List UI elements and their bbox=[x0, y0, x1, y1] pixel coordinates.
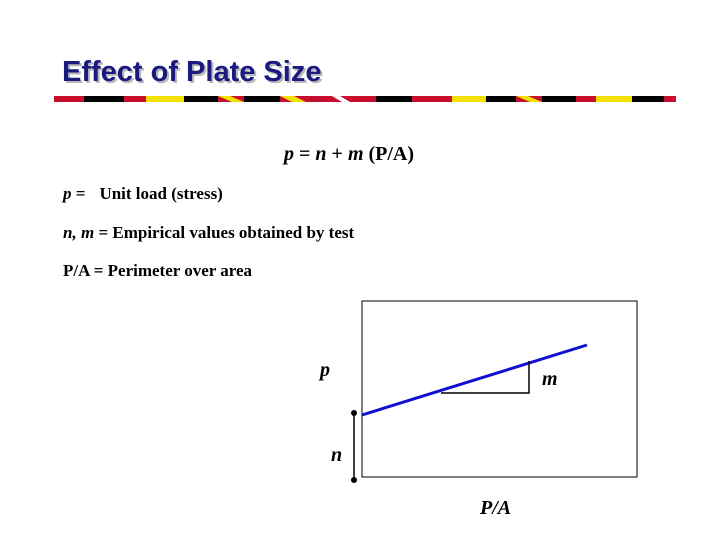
formula-m: m bbox=[347, 143, 364, 165]
intercept-bracket-bottom-dot bbox=[351, 477, 357, 483]
definition-p-text: Unit load (stress) bbox=[99, 184, 223, 203]
definition-n-m-sep: = bbox=[94, 223, 113, 242]
slope-label: m bbox=[542, 368, 558, 390]
slope-triangle bbox=[441, 361, 530, 394]
definition-perimeter-area: P/A = Perimeter over area bbox=[63, 261, 252, 281]
slide-title: Effect of Plate Size bbox=[62, 56, 322, 88]
definition-n-m-text: Empirical values obtained by test bbox=[112, 223, 355, 242]
plate-size-formula: p = n + m (P/A) bbox=[284, 143, 414, 166]
formula-plus: + bbox=[326, 143, 348, 165]
formula-equals: = bbox=[294, 143, 316, 165]
title-underline-stripe bbox=[54, 96, 676, 102]
definition-perimeter-area-text: P/A = Perimeter over area bbox=[63, 261, 253, 280]
formula-rest: (P/A) bbox=[363, 143, 415, 165]
x-axis-label: P/A bbox=[479, 497, 511, 519]
stress-line bbox=[361, 343, 588, 417]
formula-p: p bbox=[284, 143, 294, 165]
definition-p-sep: = bbox=[71, 184, 86, 203]
formula-n: n bbox=[315, 143, 327, 165]
intercept-label: n bbox=[331, 444, 342, 466]
definition-p: p = Unit load (stress) bbox=[63, 184, 223, 204]
y-axis-label: p bbox=[318, 359, 330, 381]
intercept-bracket-top-dot bbox=[351, 410, 357, 416]
definition-p-term: p bbox=[63, 184, 72, 203]
definition-n-m-term: n, m bbox=[63, 223, 95, 242]
definition-n-m: n, m = Empirical values obtained by test bbox=[63, 223, 354, 243]
diagram-frame bbox=[361, 300, 638, 478]
